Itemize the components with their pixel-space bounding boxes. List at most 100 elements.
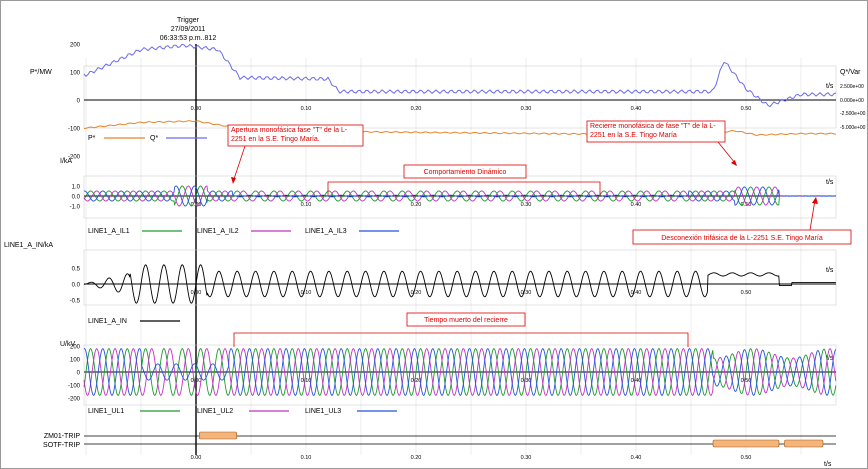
y-tick-label: 0	[77, 99, 81, 105]
series-line-IL2	[83, 185, 836, 207]
panel-frame	[83, 344, 837, 406]
annotation-recierre-text: Recierre monofásica de fase "T" de la L-…	[590, 123, 716, 139]
x-tick-label: 0.10	[301, 455, 312, 461]
x-tick-label: 0.30	[521, 455, 532, 461]
x-tick-label: 0.50	[741, 290, 752, 296]
power-legend: P* Q*	[88, 135, 207, 142]
vertical-grid	[85, 44, 802, 455]
current-ylabel: I/kA	[60, 158, 72, 165]
y-tick-right-label: 2.500e+00	[840, 84, 864, 90]
x-tick-label: 0.50	[741, 378, 752, 384]
neutral-ylabel: LINE1_A_IN/kA	[4, 242, 53, 249]
trigger-date: 27/09/2011	[171, 26, 206, 33]
legend-UL1: LINE1_UL1	[88, 408, 124, 415]
y-tick-right-label: -2.500e+00	[840, 111, 866, 117]
voltage-legend: LINE1_UL1 LINE1_UL2 LINE1_UL3	[88, 408, 397, 415]
x-tick-label: 0.10	[301, 378, 312, 384]
t-unit-label: t/s	[826, 355, 834, 362]
t-unit-label: t/s	[826, 267, 834, 274]
x-tick-label: 0.00	[191, 106, 202, 112]
y-tick-label: -100	[68, 384, 81, 390]
y-tick-label: -0.5	[70, 299, 81, 305]
series-line-IL3	[83, 185, 836, 207]
x-tick-label: 0.10	[301, 290, 312, 296]
power-ylabel: P*/MW	[30, 69, 52, 76]
x-tick-label: 0.50	[741, 106, 752, 112]
x-tick-label: 0.30	[521, 202, 532, 208]
neutral-legend: LINE1_A_IN	[88, 318, 180, 325]
series-line-UIL1	[83, 348, 837, 396]
legend-IL3: LINE1_A_IL3	[305, 228, 347, 235]
x-tick-label: 0.30	[521, 106, 532, 112]
series-line-Q	[83, 43, 837, 108]
current-legend: LINE1_A_IL1 LINE1_A_IL2 LINE1_A_IL3	[88, 228, 399, 235]
trip-bar	[712, 439, 780, 448]
y-tick-label: 100	[70, 358, 81, 364]
annotation-recierre: Recierre monofásica de fase "T" de la L-…	[586, 120, 737, 166]
x-tick-label: 0.50	[741, 455, 752, 461]
legend-IL1: LINE1_A_IL1	[88, 228, 130, 235]
x-tick-label: 0.20	[411, 202, 422, 208]
y-tick-label: -1.0	[70, 205, 81, 211]
x-tick-label: 0.10	[301, 106, 312, 112]
y-tick-label: 1.0	[72, 185, 81, 191]
legend-P: P*	[88, 135, 96, 142]
y-tick-label: -100	[68, 127, 81, 133]
y-tick-label: -200	[68, 397, 81, 403]
x-tick-label: 0.10	[301, 202, 312, 208]
x-tick-label: 0.00	[191, 290, 202, 296]
t-unit-label: t/s	[824, 461, 832, 468]
power-ylabel-right: Q*/Var	[840, 69, 861, 76]
y-tick-right-label: -5.000e+00	[840, 125, 866, 131]
y-tick-label: 0.0	[72, 195, 81, 201]
x-tick-label: 0.50	[741, 202, 752, 208]
t-unit-label: t/s	[826, 179, 834, 186]
y-tick-label: 100	[70, 71, 81, 77]
x-tick-label: 0.40	[631, 106, 642, 112]
series-line-UIL2	[83, 348, 837, 396]
annotation-desconexion: Desconexión trifásica de la L-2251 S.E. …	[632, 197, 852, 245]
y-tick-label: 0	[77, 371, 81, 377]
x-tick-label: 0.40	[631, 378, 642, 384]
panel-frame	[83, 249, 837, 306]
annotation-desconexion-text: Desconexión trifásica de la L-2251 S.E. …	[661, 235, 823, 242]
x-tick-label: 0.20	[411, 455, 422, 461]
y-tick-label: -200	[68, 155, 81, 161]
y-tick-right-label: 0.000e+00	[840, 98, 864, 104]
panel-frame	[83, 65, 837, 129]
annotation-tiempo-muerto-text: Tiempo muerto del recierre	[424, 317, 508, 324]
x-tick-label: 0.40	[631, 290, 642, 296]
y-tick-label: 200	[70, 345, 81, 351]
x-tick-label: 0.20	[411, 290, 422, 296]
annotation-comportamiento-text: Comportamiento Dinámico	[424, 169, 507, 176]
annotation-tiempo-muerto: Tiempo muerto del recierre	[233, 312, 689, 347]
legend-UL3: LINE1_UL3	[305, 408, 341, 415]
legend-Q: Q*	[150, 135, 158, 142]
annotation-apertura-text: Apertura monofásica fase "T" de la L-225…	[231, 127, 348, 143]
x-tick-label: 0.20	[411, 378, 422, 384]
trip-label-sotf: SOTF-TRIP	[43, 442, 80, 449]
trip-bar	[199, 431, 238, 440]
trigger-title: Trigger	[177, 17, 200, 24]
y-tick-label: 0.0	[72, 283, 81, 289]
x-tick-label: 0.00	[191, 455, 202, 461]
annotation-apertura: Apertura monofásica fase "T" de la L-225…	[227, 124, 364, 184]
x-tick-label: 0.40	[631, 202, 642, 208]
y-tick-label: 200	[70, 43, 81, 49]
x-tick-label: 0.30	[521, 290, 532, 296]
x-tick-label: 0.40	[631, 455, 642, 461]
trip-bar	[784, 439, 824, 448]
annotation-comportamiento: Comportamiento Dinámico	[327, 164, 601, 196]
legend-UL2: LINE1_UL2	[197, 408, 233, 415]
trigger-time: 06:33:53 p.m..812	[160, 35, 217, 42]
trip-label-zm01: ZM01-TRIP	[44, 433, 81, 440]
x-tick-label: 0.20	[411, 106, 422, 112]
series-line-IL1	[83, 185, 836, 207]
series-line-UIL3	[83, 348, 837, 397]
legend-IL2: LINE1_A_IL2	[197, 228, 239, 235]
y-tick-label: 0.5	[72, 267, 81, 273]
voltage-ylabel: U/kV	[60, 341, 76, 348]
